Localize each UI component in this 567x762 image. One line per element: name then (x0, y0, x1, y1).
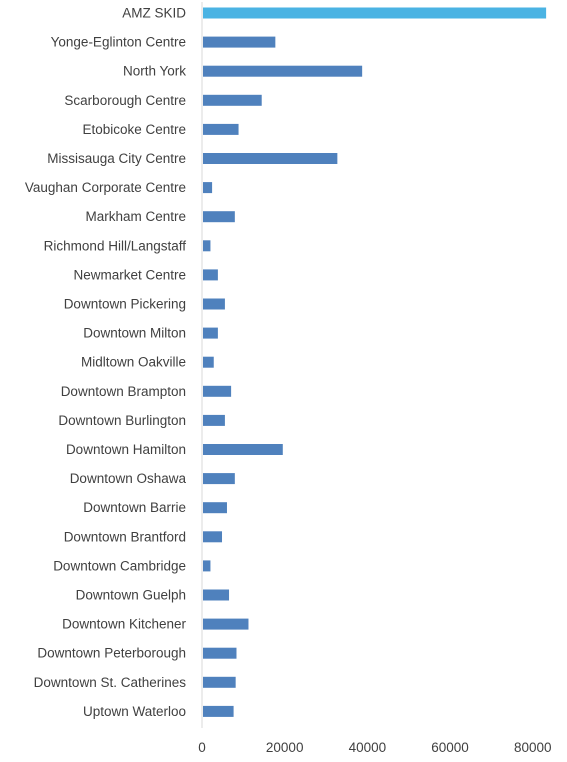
bar (203, 676, 236, 688)
category-label: Downtown Cambridge (53, 558, 186, 573)
category-label: Vaughan Corporate Centre (25, 180, 186, 195)
category-label: North York (123, 64, 186, 79)
category-label: Yonge-Eglinton Centre (51, 35, 186, 50)
category-label: Downtown St. Catherines (34, 675, 187, 690)
bar (203, 298, 225, 310)
category-label: Newmarket Centre (73, 267, 186, 282)
category-label: Downtown Guelph (76, 588, 186, 603)
bar (203, 36, 276, 48)
category-label: Downtown Kitchener (62, 617, 186, 632)
category-label: Etobicoke Centre (82, 122, 186, 137)
category-label: Markham Centre (85, 209, 186, 224)
category-label: Scarborough Centre (64, 93, 186, 108)
bar (203, 240, 211, 252)
x-tick-label: 80000 (514, 740, 552, 755)
bar (203, 269, 218, 281)
category-label: Midltown Oakville (81, 355, 186, 370)
bar (203, 182, 213, 194)
bar (203, 356, 214, 368)
category-label: Downtown Pickering (64, 297, 186, 312)
x-tick-label: 40000 (349, 740, 387, 755)
bar (203, 647, 237, 659)
bar (203, 327, 218, 339)
category-label: AMZ SKID (122, 6, 186, 21)
bar (203, 473, 235, 485)
category-label: Downtown Milton (83, 326, 186, 341)
bar (203, 385, 232, 397)
bar (203, 211, 235, 223)
category-label: Missisauga City Centre (47, 151, 186, 166)
bar (203, 153, 338, 164)
bar (203, 123, 239, 135)
bar (203, 589, 230, 601)
category-label: Downtown Burlington (58, 413, 186, 428)
x-tick-label: 60000 (431, 740, 469, 755)
bar (203, 618, 249, 630)
bar (203, 502, 227, 514)
bar (203, 531, 223, 543)
category-label: Downtown Barrie (83, 500, 186, 515)
category-label: Downtown Hamilton (66, 442, 186, 457)
x-tick-label: 20000 (266, 740, 304, 755)
category-label: Uptown Waterloo (83, 704, 186, 719)
category-label: Downtown Brantford (64, 529, 186, 544)
category-label: Downtown Peterborough (37, 646, 186, 661)
bar (203, 705, 234, 717)
bar-highlighted (203, 7, 547, 19)
bar (203, 444, 283, 455)
category-label: Downtown Brampton (61, 384, 186, 399)
category-label: Richmond Hill/Langstaff (44, 238, 187, 253)
bar (203, 65, 363, 77)
bar (203, 414, 225, 426)
bar (203, 94, 262, 106)
bar (203, 560, 211, 572)
x-tick-label: 0 (198, 740, 206, 755)
category-label: Downtown Oshawa (70, 471, 187, 486)
